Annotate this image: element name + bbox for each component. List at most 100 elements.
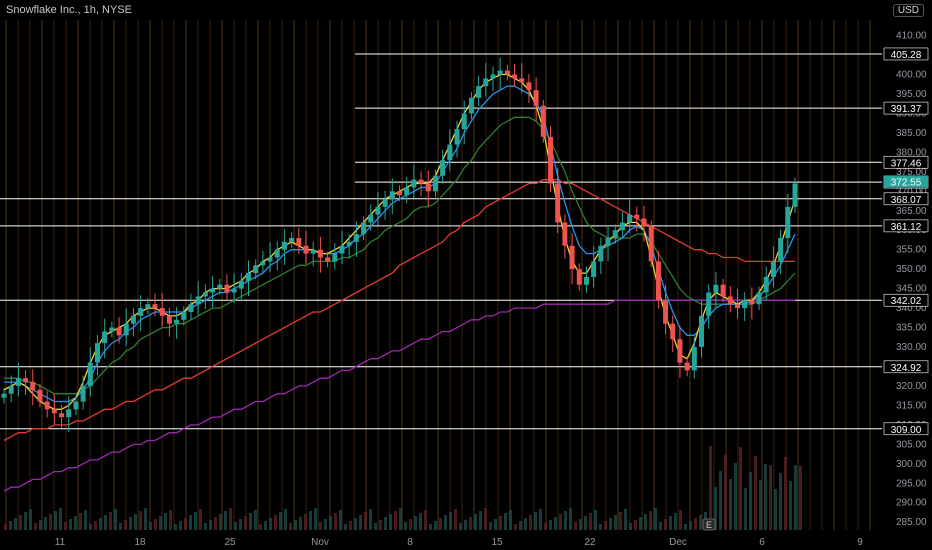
- candle-body: [310, 249, 316, 254]
- volume-bar: [654, 508, 657, 530]
- volume-bar: [314, 508, 317, 530]
- volume-bar: [419, 513, 422, 530]
- volume-bar: [174, 524, 177, 530]
- currency-badge[interactable]: USD: [892, 4, 924, 17]
- candle-body: [346, 241, 352, 246]
- candle-body: [749, 300, 755, 305]
- level-label-text: 405.28: [891, 50, 922, 61]
- earnings-box: [702, 518, 716, 531]
- candle-body: [130, 315, 136, 324]
- volume-bar: [89, 524, 92, 530]
- volume-bar: [464, 520, 467, 530]
- candle-body: [404, 187, 410, 196]
- candle-body: [217, 284, 223, 289]
- volume-bar: [504, 513, 507, 530]
- volume-bar: [114, 509, 117, 530]
- candle-body: [641, 218, 647, 227]
- price-axis[interactable]: 410.00405.00400.00395.00390.00385.00380.…: [882, 0, 932, 550]
- level-label-box: [883, 155, 929, 169]
- volume-bar: [209, 520, 212, 530]
- candle-body: [756, 292, 762, 305]
- time-tick: 25: [224, 537, 236, 548]
- volume-bar: [564, 511, 567, 530]
- volume-bar: [444, 515, 447, 530]
- volume-bar: [729, 479, 732, 530]
- volume-bar: [734, 463, 737, 530]
- candle-body: [598, 245, 604, 262]
- candle-body: [684, 362, 690, 371]
- volume-bar: [744, 488, 747, 530]
- volume-bar: [709, 446, 712, 530]
- candle-body: [303, 245, 309, 254]
- candle-body: [612, 230, 618, 239]
- candle-body: [440, 160, 446, 176]
- volume-bar: [404, 522, 407, 530]
- level-label: 342.02: [883, 293, 929, 307]
- volume-bar: [689, 521, 692, 530]
- symbol-title[interactable]: Snowflake Inc., 1h, NYSE: [6, 4, 132, 16]
- candle-body: [325, 257, 331, 262]
- volume-bar: [569, 508, 572, 530]
- volume-bar: [759, 480, 762, 530]
- candle-body: [188, 304, 194, 312]
- volume-bar: [204, 523, 207, 530]
- volume-bar: [559, 514, 562, 530]
- candle-body: [1, 393, 7, 398]
- volume-bar: [774, 489, 777, 530]
- volume-bar: [454, 509, 457, 530]
- level-label-text: 377.46: [891, 158, 922, 169]
- candle-body: [361, 222, 367, 235]
- candle-body: [699, 315, 705, 348]
- volume-bar: [694, 518, 697, 530]
- volume-bar: [659, 522, 662, 530]
- volume-bar: [244, 516, 247, 530]
- time-tick: 6: [759, 537, 765, 548]
- candle-body: [23, 378, 29, 383]
- candle-body: [583, 276, 589, 285]
- candle-body: [317, 249, 323, 258]
- candle-body: [159, 308, 165, 316]
- earnings-marker[interactable]: E: [702, 518, 716, 531]
- volume-bar: [764, 464, 767, 530]
- volume-bar: [29, 509, 32, 530]
- volume-bar: [124, 520, 127, 530]
- candle-body: [706, 292, 712, 316]
- price-axis-bg: [882, 0, 932, 550]
- candle-body: [677, 339, 683, 363]
- candle-body: [627, 214, 633, 223]
- level-label: 391.37: [883, 101, 929, 115]
- volume-bar: [474, 514, 477, 530]
- volume-bar: [224, 511, 227, 530]
- candle-body: [605, 238, 611, 246]
- volume-bar: [144, 508, 147, 530]
- candle-body: [238, 280, 244, 289]
- volume-bar: [799, 466, 802, 530]
- candle-body: [742, 300, 748, 309]
- candle-body: [397, 191, 402, 196]
- volume-bar: [769, 465, 772, 530]
- price-tick: 305.00: [896, 439, 927, 450]
- volume-bar: [609, 518, 612, 530]
- candle-body: [51, 409, 57, 414]
- volume-bar: [134, 514, 137, 530]
- candle-body: [30, 382, 36, 390]
- candle-body: [569, 245, 575, 270]
- volume-bar: [784, 457, 787, 530]
- candle-body: [770, 261, 776, 277]
- level-label-box: [883, 360, 929, 374]
- price-tick: 335.00: [896, 323, 927, 334]
- volume-bar: [424, 510, 427, 530]
- time-tick: 18: [134, 537, 146, 548]
- volume-bar: [754, 456, 757, 530]
- volume-bar: [434, 521, 437, 530]
- volume-bar: [34, 523, 37, 530]
- candle-body: [483, 78, 489, 87]
- volume-bar: [9, 521, 12, 530]
- candle-body: [267, 257, 273, 262]
- candle-body: [66, 409, 72, 418]
- candle-body: [181, 311, 187, 320]
- volume-bar: [79, 513, 82, 530]
- candle-body: [152, 304, 158, 309]
- time-axis[interactable]: 11 18 25 Nov 8 15 22 Dec 6 9: [0, 532, 932, 550]
